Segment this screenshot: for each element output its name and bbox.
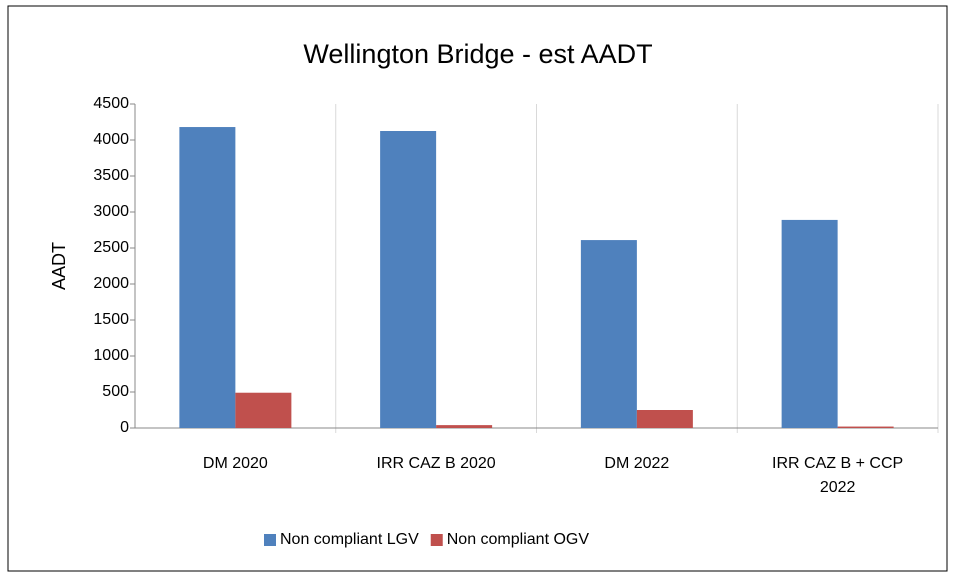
bar bbox=[380, 131, 437, 428]
bar bbox=[235, 392, 292, 428]
chart-title: Wellington Bridge - est AADT bbox=[303, 39, 652, 69]
legend-label: Non compliant OGV bbox=[447, 531, 590, 548]
y-tick-label: 0 bbox=[120, 419, 129, 436]
x-tick-label: DM 2020 bbox=[202, 455, 268, 472]
bar bbox=[580, 240, 637, 428]
y-tick-label: 1000 bbox=[93, 347, 129, 364]
bar bbox=[179, 127, 236, 428]
legend-swatch bbox=[430, 534, 443, 546]
x-tick-label: IRR CAZ B 2020 bbox=[376, 455, 496, 472]
y-tick-label: 3000 bbox=[93, 203, 129, 220]
bar bbox=[636, 410, 693, 428]
x-tick-label: DM 2022 bbox=[604, 455, 670, 472]
y-tick-label: 2500 bbox=[93, 239, 129, 256]
legend-label: Non compliant LGV bbox=[280, 531, 419, 548]
y-tick-label: 1500 bbox=[93, 311, 129, 328]
y-tick-label: 4000 bbox=[93, 131, 129, 148]
bar bbox=[837, 426, 894, 428]
y-tick-label: 2000 bbox=[93, 275, 129, 292]
y-tick-label: 3500 bbox=[93, 167, 129, 184]
legend-swatch bbox=[264, 534, 276, 546]
bar bbox=[436, 425, 493, 428]
x-tick-label: IRR CAZ B + CCP 2022 bbox=[772, 455, 904, 496]
y-tick-label: 4500 bbox=[93, 95, 129, 112]
y-axis-label: AADT bbox=[49, 242, 69, 290]
bar bbox=[781, 219, 838, 428]
y-tick-label: 500 bbox=[102, 383, 129, 400]
